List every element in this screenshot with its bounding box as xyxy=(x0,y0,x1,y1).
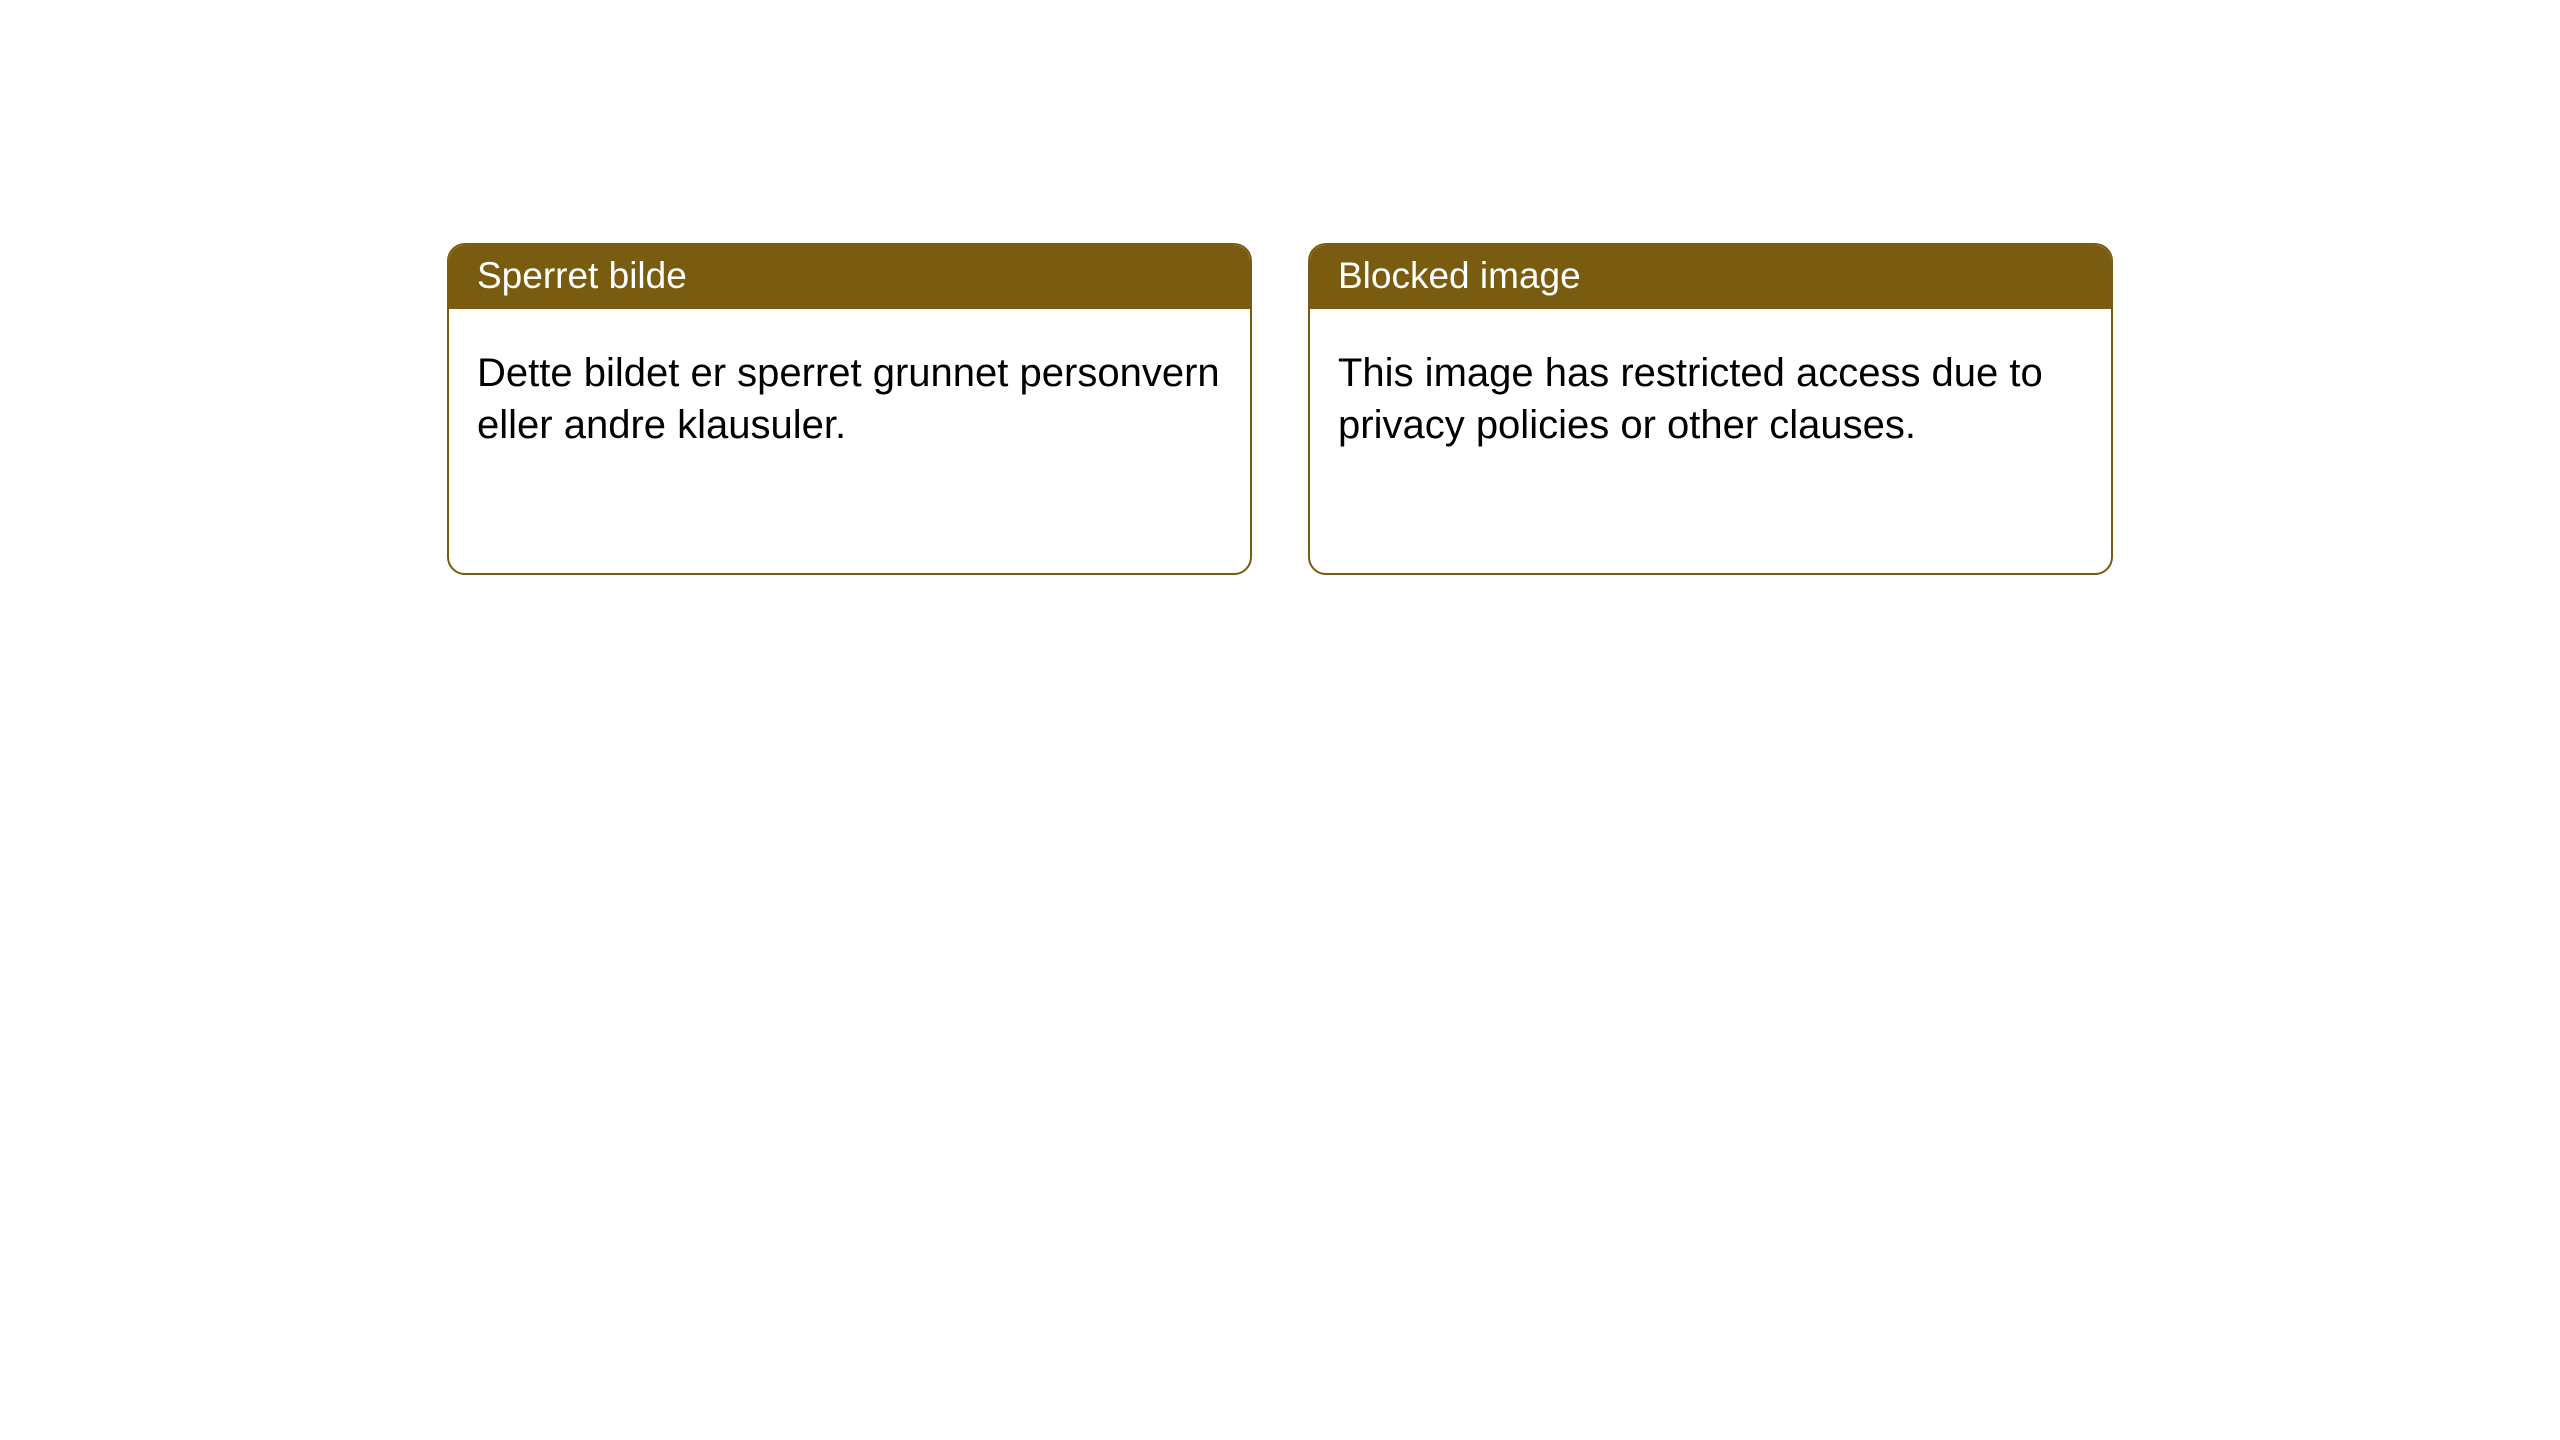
card-title: Sperret bilde xyxy=(477,255,687,296)
notice-card-norwegian: Sperret bilde Dette bildet er sperret gr… xyxy=(447,243,1252,575)
card-title: Blocked image xyxy=(1338,255,1581,296)
card-body-text: Dette bildet er sperret grunnet personve… xyxy=(477,351,1220,447)
card-header: Sperret bilde xyxy=(449,245,1250,309)
card-body: Dette bildet er sperret grunnet personve… xyxy=(449,309,1250,479)
card-body-text: This image has restricted access due to … xyxy=(1338,351,2043,447)
card-header: Blocked image xyxy=(1310,245,2111,309)
card-body: This image has restricted access due to … xyxy=(1310,309,2111,479)
notice-card-english: Blocked image This image has restricted … xyxy=(1308,243,2113,575)
notice-container: Sperret bilde Dette bildet er sperret gr… xyxy=(0,0,2560,575)
